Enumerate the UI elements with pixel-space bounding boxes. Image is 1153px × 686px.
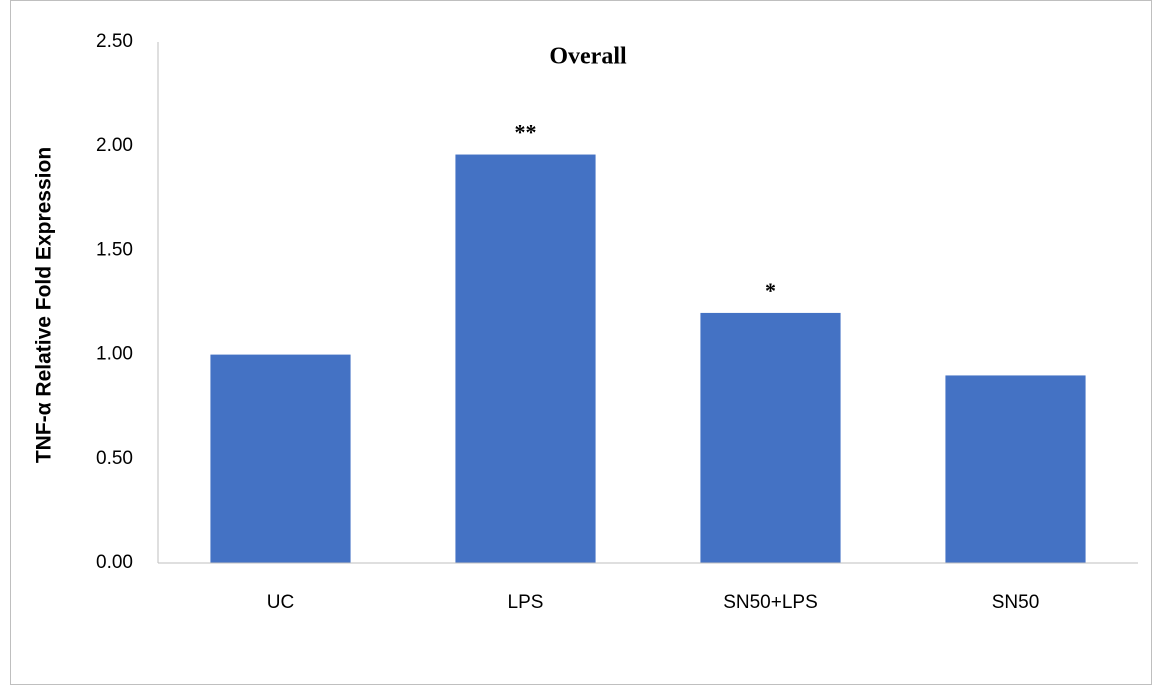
y-axis-label: TNF-α Relative Fold Expression xyxy=(33,147,56,463)
annotation: ** xyxy=(515,120,537,145)
y-tick-label: 2.50 xyxy=(96,31,133,52)
x-tick-label: SN50 xyxy=(992,592,1040,613)
y-tick-label: 0.50 xyxy=(96,448,133,469)
bar xyxy=(455,154,596,563)
chart-title: Overall xyxy=(549,44,627,70)
chart-border xyxy=(10,0,1152,685)
x-tick-label: SN50+LPS xyxy=(723,592,818,613)
annotation: * xyxy=(765,278,776,303)
y-tick-label: 0.00 xyxy=(96,552,133,573)
x-tick-label: LPS xyxy=(508,592,544,613)
bar xyxy=(945,375,1086,563)
y-tick-label: 1.50 xyxy=(96,239,133,260)
bar xyxy=(210,354,351,563)
y-tick-label: 1.00 xyxy=(96,344,133,365)
x-tick-label: UC xyxy=(267,592,294,613)
y-tick-label: 2.00 xyxy=(96,135,133,156)
bar xyxy=(700,312,841,563)
